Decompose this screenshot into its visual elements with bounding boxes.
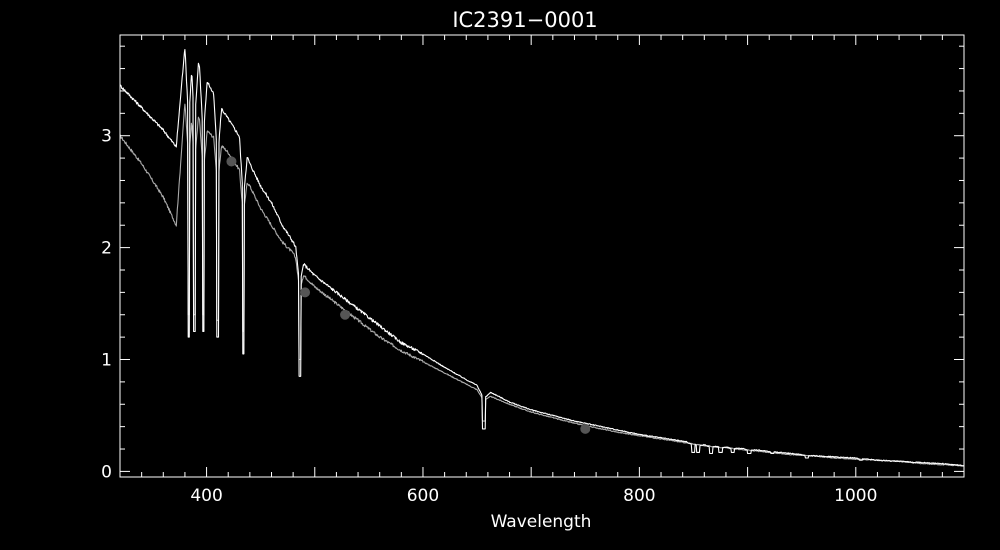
y-tick-label: 0: [101, 462, 112, 482]
chart-title: IC2391−0001: [452, 8, 597, 32]
y-tick-label: 1: [101, 351, 112, 371]
x-tick-label: 800: [623, 486, 655, 506]
axes-group: 400 600 800 1000 0 1 2 3: [101, 35, 965, 506]
spectrum-line-model: [119, 103, 965, 467]
photometry-point: [340, 309, 351, 320]
photometry-markers: [226, 156, 591, 434]
spectra-group: [119, 48, 965, 467]
x-tick-label: 400: [190, 486, 222, 506]
photometry-point: [300, 287, 311, 298]
spectrum-line-observed: [119, 48, 965, 467]
photometry-point: [226, 156, 237, 167]
x-axis-label: Wavelength: [491, 512, 592, 532]
y-tick-label: 2: [101, 239, 112, 259]
x-tick-label: 600: [407, 486, 439, 506]
photometry-point: [580, 423, 591, 434]
x-tick-label: 1000: [834, 486, 877, 506]
y-tick-label: 3: [101, 127, 112, 147]
plot-frame: [119, 34, 965, 478]
